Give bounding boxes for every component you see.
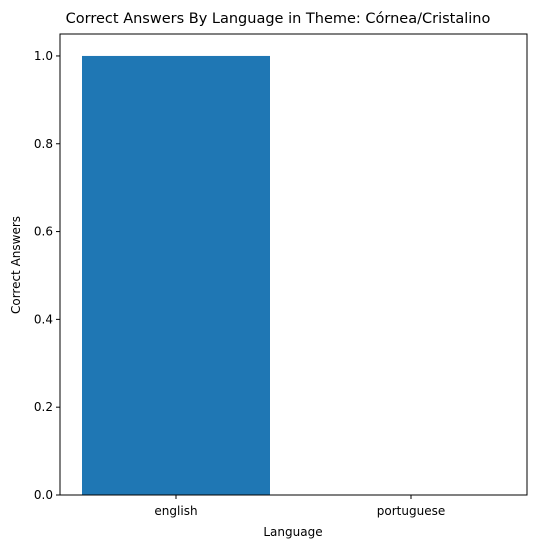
x-axis-title: Language <box>263 525 322 539</box>
y-tick-label: 0.4 <box>34 312 53 326</box>
y-tick-label: 1.0 <box>34 49 53 63</box>
y-tick-label: 0.8 <box>34 137 53 151</box>
y-axis-title: Correct Answers <box>9 216 23 314</box>
x-tick-label-english: english <box>154 504 197 518</box>
chart-title: Correct Answers By Language in Theme: Có… <box>66 11 491 27</box>
bars-group <box>82 55 270 495</box>
y-axis: 0.0 0.2 0.4 0.6 0.8 1.0 <box>34 49 60 502</box>
y-tick-label: 0.2 <box>34 400 53 414</box>
x-axis: english portuguese <box>154 495 445 518</box>
y-tick-label: 0.0 <box>34 488 53 502</box>
plot-frame <box>59 33 528 496</box>
bar-english <box>82 55 270 495</box>
y-tick-label: 0.6 <box>34 225 53 239</box>
x-tick-label-portuguese: portuguese <box>377 504 445 518</box>
